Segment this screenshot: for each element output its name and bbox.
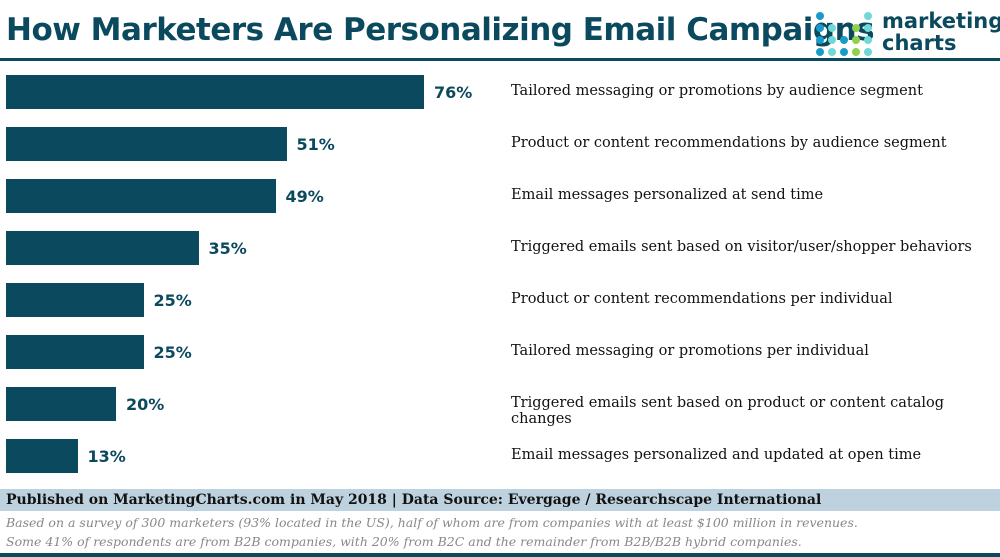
category-label: Tailored messaging or promotions by audi… xyxy=(511,83,923,99)
category-label: Email messages personalized at send time xyxy=(511,187,824,203)
data-label: 76% xyxy=(434,83,473,102)
bar xyxy=(6,179,276,213)
category-label: Product or content recommendations by au… xyxy=(511,135,947,151)
chart-title: How Marketers Are Personalizing Email Ca… xyxy=(6,12,875,48)
category-label: Triggered emails sent based on product o… xyxy=(511,395,945,427)
bar xyxy=(6,127,287,161)
category-label: Triggered emails sent based on visitor/u… xyxy=(511,239,972,255)
footnote-2: Some 41% of respondents are from B2B com… xyxy=(6,534,802,549)
footnote-1: Based on a survey of 300 marketers (93% … xyxy=(6,515,858,530)
bottom-divider xyxy=(0,553,1000,557)
category-label: Email messages personalized and updated … xyxy=(511,447,922,463)
data-label: 20% xyxy=(126,395,165,414)
published-band: Published on MarketingCharts.com in May … xyxy=(0,489,1000,511)
marketingcharts-logo: marketing charts xyxy=(816,10,1000,58)
bar xyxy=(6,387,116,421)
bar xyxy=(6,231,199,265)
published-text: Published on MarketingCharts.com in May … xyxy=(6,492,822,508)
category-label: Product or content recommendations per i… xyxy=(511,291,893,307)
bar xyxy=(6,283,144,317)
logo-text-2: charts xyxy=(882,31,957,55)
data-label: 49% xyxy=(285,187,324,206)
data-label: 13% xyxy=(87,447,126,466)
bar xyxy=(6,335,144,369)
bar xyxy=(6,75,424,109)
logo-text-1: marketing xyxy=(882,9,1000,33)
data-label: 51% xyxy=(296,135,335,154)
bar xyxy=(6,439,78,473)
data-label: 25% xyxy=(153,343,192,362)
category-label: Tailored messaging or promotions per ind… xyxy=(511,343,869,359)
data-label: 35% xyxy=(208,239,247,258)
title-divider xyxy=(0,58,1000,61)
data-label: 25% xyxy=(153,291,192,310)
logo-dots-icon xyxy=(816,12,872,56)
